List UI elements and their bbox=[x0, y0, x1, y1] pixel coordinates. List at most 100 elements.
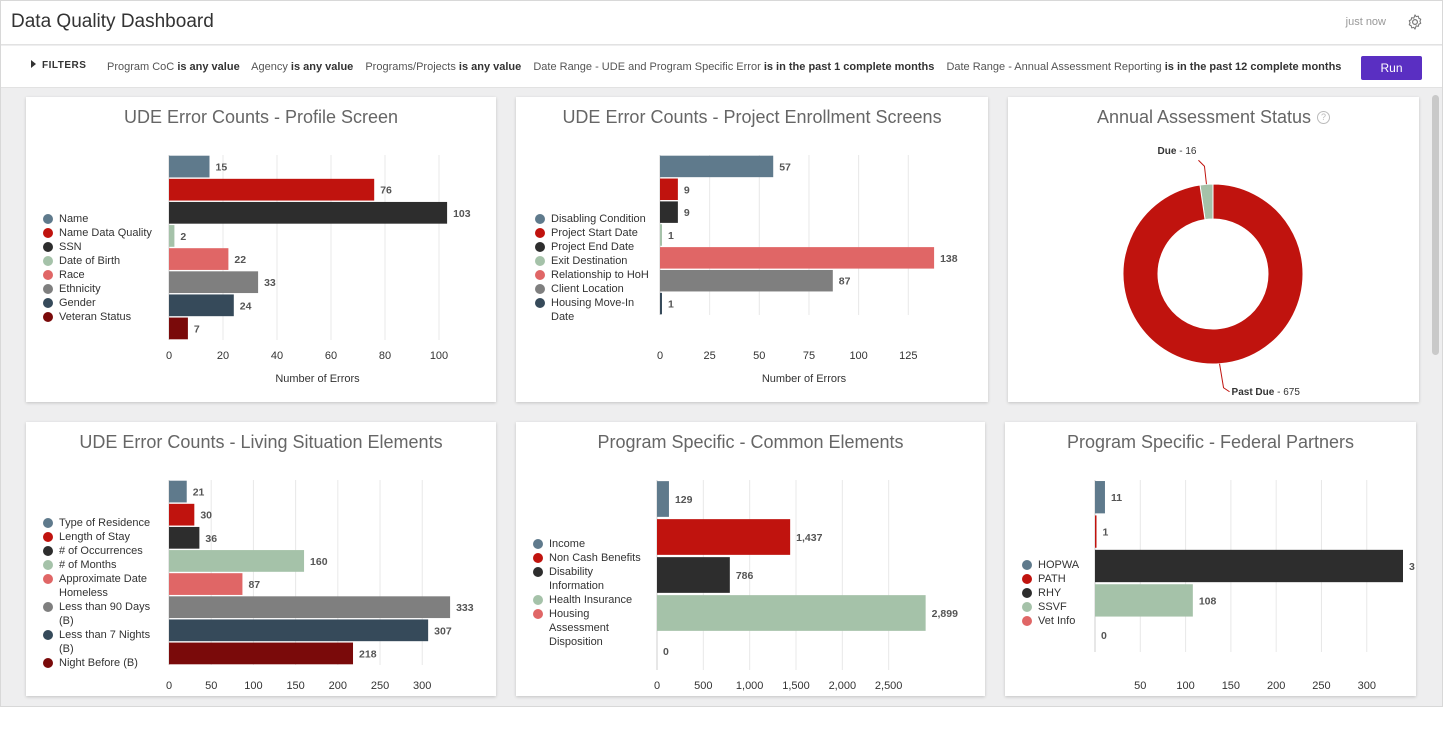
legend-item[interactable]: RHY bbox=[1021, 586, 1091, 600]
last-updated-text: just now bbox=[1345, 16, 1386, 28]
legend-item[interactable]: Date of Birth bbox=[42, 254, 164, 268]
bar[interactable] bbox=[169, 480, 187, 503]
bar[interactable] bbox=[660, 247, 935, 269]
bar-value-label: 7 bbox=[194, 323, 200, 335]
bar[interactable] bbox=[169, 155, 210, 178]
info-icon[interactable]: ? bbox=[1317, 111, 1331, 124]
legend-item[interactable]: Non Cash Benefits bbox=[532, 551, 647, 565]
legend-item[interactable]: Project End Date bbox=[534, 240, 656, 254]
x-tick-label: 100 bbox=[1176, 680, 1194, 692]
legend-item[interactable]: Night Before (B) bbox=[42, 656, 162, 670]
bar[interactable] bbox=[169, 248, 229, 270]
bar[interactable] bbox=[660, 224, 662, 246]
legend-item[interactable]: Housing Move-In Date bbox=[534, 296, 656, 324]
bar[interactable] bbox=[657, 519, 791, 555]
bar[interactable] bbox=[657, 595, 926, 631]
legend-item[interactable]: Housing Assessment Disposition bbox=[532, 607, 647, 649]
legend-item[interactable]: Client Location bbox=[534, 282, 656, 296]
donut-slice[interactable] bbox=[1122, 183, 1304, 365]
legend-item[interactable]: Health Insurance bbox=[532, 593, 647, 607]
legend-item[interactable]: Race bbox=[42, 268, 164, 282]
bar[interactable] bbox=[1095, 549, 1403, 583]
legend-item[interactable]: Less than 7 Nights (B) bbox=[42, 628, 162, 656]
bar[interactable] bbox=[169, 526, 200, 549]
legend-swatch bbox=[1022, 560, 1032, 570]
legend-item[interactable]: Gender bbox=[42, 296, 164, 310]
bar[interactable] bbox=[169, 503, 195, 526]
legend-label: HOPWA bbox=[1038, 559, 1080, 571]
bar[interactable] bbox=[169, 317, 188, 340]
filter-programs-projects[interactable]: Programs/Projects is any value bbox=[365, 61, 521, 73]
filters-toggle[interactable]: FILTERS bbox=[31, 60, 86, 71]
bar[interactable] bbox=[169, 550, 305, 572]
chart-card-federal-partners: Program Specific - Federal Partners 50 10… bbox=[1005, 422, 1416, 696]
legend-item[interactable]: # of Occurrences bbox=[42, 544, 162, 558]
legend-label: Vet Info bbox=[1038, 615, 1076, 627]
bar[interactable] bbox=[169, 619, 429, 642]
filter-name: Program CoC bbox=[107, 61, 175, 73]
filter-date-range-ude[interactable]: Date Range - UDE and Program Specific Er… bbox=[533, 61, 934, 73]
x-tick-label: 0 bbox=[654, 680, 660, 692]
legend-item[interactable]: Approximate Date Homeless bbox=[42, 572, 162, 600]
bar[interactable] bbox=[169, 225, 175, 247]
x-tick-label: 200 bbox=[329, 680, 347, 692]
filters-toggle-label: FILTERS bbox=[42, 60, 87, 71]
legend-item[interactable]: Length of Stay bbox=[42, 530, 162, 544]
bar[interactable] bbox=[169, 294, 234, 317]
legend-label: Health Insurance bbox=[549, 594, 633, 606]
legend-swatch bbox=[43, 214, 53, 224]
legend-item[interactable]: Ethnicity bbox=[42, 282, 164, 296]
filter-value: is in the past 1 complete months bbox=[763, 61, 935, 73]
legend-item[interactable]: Income bbox=[532, 537, 647, 551]
bar[interactable] bbox=[657, 481, 669, 517]
legend-swatch bbox=[535, 284, 545, 294]
filter-date-range-annual[interactable]: Date Range - Annual Assessment Reporting… bbox=[946, 61, 1341, 73]
bar[interactable] bbox=[169, 642, 354, 665]
bar[interactable] bbox=[660, 201, 678, 223]
leader-line bbox=[1219, 363, 1230, 393]
bar[interactable] bbox=[660, 155, 774, 178]
filter-program-coc[interactable]: Program CoC is any value bbox=[107, 61, 240, 73]
legend-item[interactable]: Project Start Date bbox=[534, 226, 656, 240]
run-button[interactable]: Run bbox=[1361, 56, 1422, 80]
legend-label: Type of Residence bbox=[59, 517, 151, 529]
legend-item[interactable]: Disabling Condition bbox=[534, 212, 656, 226]
legend-item[interactable]: Exit Destination bbox=[534, 254, 656, 268]
bar[interactable] bbox=[657, 557, 730, 593]
x-tick-label: 0 bbox=[166, 680, 172, 692]
chart-card-annual-assessment: Annual Assessment Status? Due - 16 Past D… bbox=[1008, 97, 1419, 402]
bar[interactable] bbox=[1095, 515, 1097, 548]
chart-legend: HOPWA PATH RHY SSVF Vet Info bbox=[1021, 558, 1091, 628]
legend-item[interactable]: Relationship to HoH bbox=[534, 268, 656, 282]
bar[interactable] bbox=[660, 292, 662, 315]
legend-item[interactable]: Name bbox=[42, 212, 164, 226]
gear-icon[interactable] bbox=[1406, 13, 1424, 31]
scrollbar[interactable] bbox=[1432, 95, 1439, 355]
legend-item[interactable]: # of Months bbox=[42, 558, 162, 572]
bar[interactable] bbox=[169, 201, 448, 224]
legend-item[interactable]: PATH bbox=[1021, 572, 1091, 586]
bar[interactable] bbox=[169, 271, 259, 294]
legend-item[interactable]: Name Data Quality bbox=[42, 226, 164, 240]
legend-item[interactable]: SSVF bbox=[1021, 600, 1091, 614]
bar[interactable] bbox=[1095, 584, 1193, 617]
legend-item[interactable]: SSN bbox=[42, 240, 164, 254]
legend-item[interactable]: Less than 90 Days (B) bbox=[42, 600, 162, 628]
bar[interactable] bbox=[169, 596, 451, 619]
filter-agency[interactable]: Agency is any value bbox=[251, 61, 353, 73]
bar[interactable] bbox=[660, 178, 678, 201]
bar[interactable] bbox=[1095, 481, 1105, 514]
bar[interactable] bbox=[169, 178, 375, 201]
bar-value-label: 21 bbox=[193, 487, 205, 499]
legend-item[interactable]: Disability Information bbox=[532, 565, 647, 593]
bar[interactable] bbox=[660, 269, 833, 292]
legend-item[interactable]: Vet Info bbox=[1021, 614, 1091, 628]
caret-right-icon bbox=[31, 60, 36, 68]
legend-item[interactable]: Type of Residence bbox=[42, 516, 162, 530]
bar[interactable] bbox=[169, 573, 243, 595]
legend-item[interactable]: HOPWA bbox=[1021, 558, 1091, 572]
legend-label: Approximate Date Homeless bbox=[59, 573, 148, 599]
bar-value-label: 0 bbox=[1101, 630, 1107, 642]
legend-item[interactable]: Veteran Status bbox=[42, 310, 164, 324]
